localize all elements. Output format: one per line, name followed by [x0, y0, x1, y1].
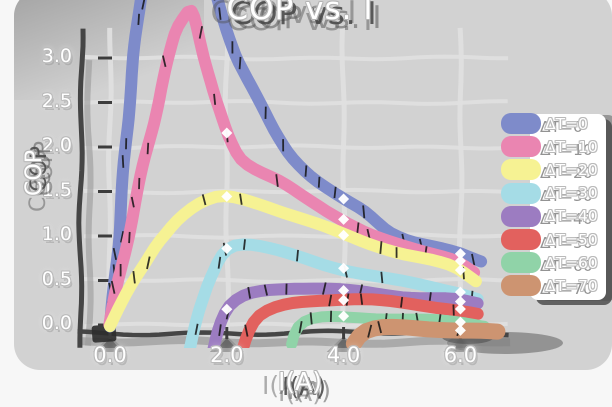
legend-row: ΔT=40: [496, 205, 612, 228]
series-line: [104, 0, 488, 333]
legend-swatch: [501, 136, 541, 158]
y-tick-label: 2.0: [41, 134, 72, 156]
legend-row: ΔT=10: [496, 135, 612, 158]
legend-swatch: [501, 113, 541, 135]
series-line: [207, 282, 484, 348]
y-tick-label: 1.5: [41, 178, 72, 201]
diamond-markers: [221, 127, 466, 336]
legend-label: ΔT=10: [545, 137, 598, 156]
series-line: [236, 293, 484, 348]
legend-swatch: [501, 252, 541, 274]
legend: ΔT=0 ΔT=10 ΔT=20 ΔT=30 ΔT=40 ΔT=50 ΔT=60 ΔT=70: [496, 112, 612, 304]
x-tick-label: 0.0: [93, 343, 127, 367]
legend-label: ΔT=60: [545, 253, 598, 272]
y-tick-label: 3.0: [41, 45, 72, 67]
y-tick-label: 2.5: [41, 89, 72, 112]
legend-row: ΔT=0: [496, 112, 612, 135]
series-lines: [103, 0, 506, 348]
legend-row: ΔT=30: [496, 182, 612, 205]
legend-label: ΔT=20: [545, 160, 598, 179]
legend-label: ΔT=40: [545, 207, 598, 226]
legend-row: ΔT=60: [496, 251, 612, 274]
legend-row: ΔT=20: [496, 158, 612, 181]
x-tick-label: 6.0: [443, 343, 478, 367]
legend-row: ΔT=50: [496, 228, 612, 251]
x-axis-label: I(A): [278, 367, 322, 396]
series-line: [345, 318, 506, 348]
y-tick-label: 0.0: [41, 312, 72, 334]
legend-label: ΔT=30: [545, 184, 598, 203]
legend-background: [530, 114, 606, 300]
legend-row: ΔT=70: [496, 274, 612, 297]
legend-swatch: [501, 205, 541, 227]
x-tick-label: 4.0: [326, 343, 361, 367]
legend-label: ΔT=70: [545, 276, 598, 295]
legend-label: ΔT=0: [545, 114, 588, 133]
legend-swatch: [501, 159, 541, 181]
x-tick-label: 2.0: [210, 343, 244, 367]
legend-swatch: [501, 275, 541, 297]
y-axis-label: COP: [22, 150, 47, 196]
series-line: [103, 4, 481, 331]
series-line: [104, 190, 482, 333]
series-line: [184, 238, 484, 348]
chart-title: COP vs. I: [226, 0, 374, 27]
legend-label: ΔT=50: [545, 230, 598, 249]
y-tick-label: 0.5: [41, 267, 72, 290]
legend-swatch: [501, 229, 541, 251]
legend-swatch: [501, 182, 541, 204]
y-tick-label: 1.0: [41, 223, 72, 245]
